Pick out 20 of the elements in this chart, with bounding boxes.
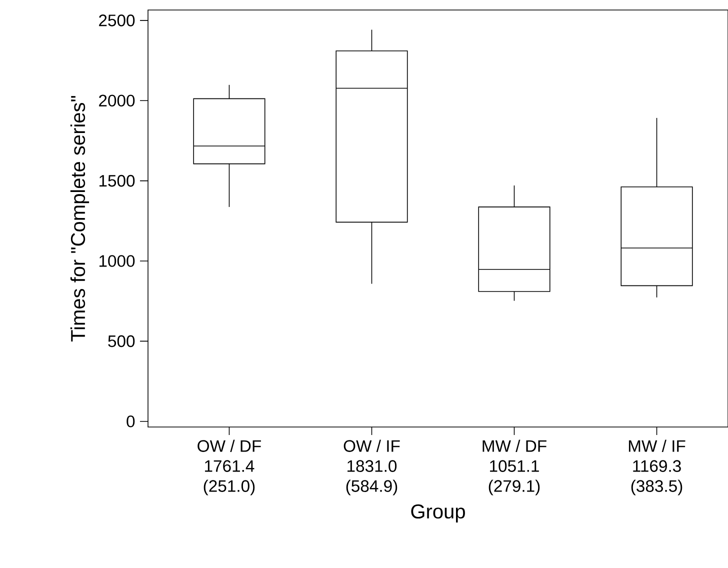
x-tick-label: MW / IF xyxy=(628,440,686,452)
text: 1051.1 xyxy=(490,460,539,472)
x-tick-label: OW / IF xyxy=(344,440,400,452)
text: (251.0) xyxy=(204,480,255,496)
y-tick-label: 2500 xyxy=(99,14,135,26)
y-tick-label: 0 xyxy=(126,416,135,428)
x-axis-title: Group xyxy=(411,504,465,522)
text: 1761.4 xyxy=(205,460,254,472)
text: 1831.0 xyxy=(348,460,397,472)
text: (584.9) xyxy=(346,480,398,496)
y-tick-label: 2000 xyxy=(99,94,135,107)
y-tick-label: 500 xyxy=(108,335,135,348)
text: (383.5) xyxy=(631,480,682,496)
x-tick-label: OW / DF xyxy=(198,440,261,452)
y-axis-title: Times for "Complete series" xyxy=(70,96,90,342)
y-tick-label: 1500 xyxy=(99,174,135,187)
text: (279.1) xyxy=(488,480,540,496)
text: 1169.3 xyxy=(633,460,681,472)
y-tick-label: 1000 xyxy=(99,255,135,267)
x-tick-label: MW / DF xyxy=(482,440,546,452)
